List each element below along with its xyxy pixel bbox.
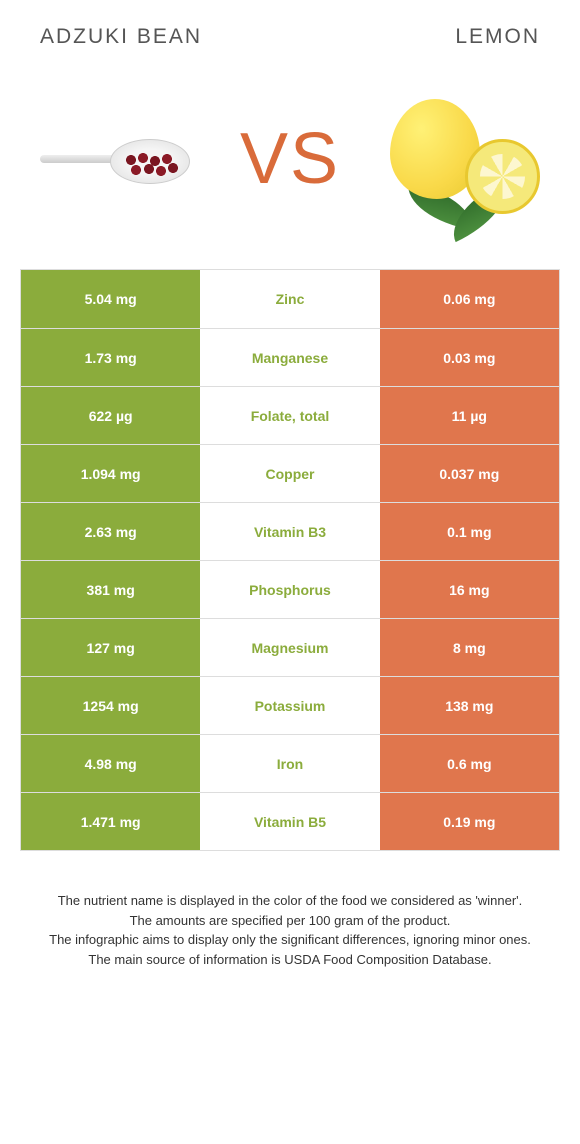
images-row: VS (0, 59, 580, 269)
table-row: 1.73 mgManganese0.03 mg (21, 328, 559, 386)
right-value: 0.037 mg (380, 445, 559, 502)
nutrient-name: Potassium (200, 677, 379, 734)
title-left: Adzuki bean (40, 25, 202, 49)
adzuki-bean-image (30, 84, 210, 234)
right-value: 0.06 mg (380, 270, 559, 328)
left-value: 4.98 mg (21, 735, 200, 792)
nutrient-name: Vitamin B3 (200, 503, 379, 560)
table-row: 127 mgMagnesium8 mg (21, 618, 559, 676)
nutrient-name: Folate, total (200, 387, 379, 444)
table-row: 4.98 mgIron0.6 mg (21, 734, 559, 792)
right-value: 0.03 mg (380, 329, 559, 386)
left-value: 2.63 mg (21, 503, 200, 560)
table-row: 1.471 mgVitamin B50.19 mg (21, 792, 559, 850)
nutrient-name: Magnesium (200, 619, 379, 676)
right-value: 11 µg (380, 387, 559, 444)
left-value: 5.04 mg (21, 270, 200, 328)
right-value: 16 mg (380, 561, 559, 618)
nutrient-name: Copper (200, 445, 379, 502)
nutrient-name: Zinc (200, 270, 379, 328)
vs-label: VS (240, 118, 340, 200)
footnote-line: The nutrient name is displayed in the co… (30, 891, 550, 911)
right-value: 8 mg (380, 619, 559, 676)
table-row: 622 µgFolate, total11 µg (21, 386, 559, 444)
header: Adzuki bean Lemon (0, 0, 580, 59)
left-value: 1.094 mg (21, 445, 200, 502)
left-value: 1.471 mg (21, 793, 200, 850)
footnote-line: The main source of information is USDA F… (30, 950, 550, 970)
nutrient-name: Phosphorus (200, 561, 379, 618)
footnote-line: The infographic aims to display only the… (30, 930, 550, 950)
right-value: 0.6 mg (380, 735, 559, 792)
table-row: 1.094 mgCopper0.037 mg (21, 444, 559, 502)
footnote-line: The amounts are specified per 100 gram o… (30, 911, 550, 931)
right-value: 0.19 mg (380, 793, 559, 850)
right-value: 0.1 mg (380, 503, 559, 560)
left-value: 381 mg (21, 561, 200, 618)
title-right: Lemon (455, 25, 540, 49)
nutrient-name: Manganese (200, 329, 379, 386)
table-row: 381 mgPhosphorus16 mg (21, 560, 559, 618)
nutrient-name: Iron (200, 735, 379, 792)
nutrient-name: Vitamin B5 (200, 793, 379, 850)
table-row: 1254 mgPotassium138 mg (21, 676, 559, 734)
table-row: 2.63 mgVitamin B30.1 mg (21, 502, 559, 560)
lemon-image (370, 84, 550, 234)
nutrient-table: 5.04 mgZinc0.06 mg1.73 mgManganese0.03 m… (20, 269, 560, 851)
left-value: 1.73 mg (21, 329, 200, 386)
table-row: 5.04 mgZinc0.06 mg (21, 270, 559, 328)
left-value: 622 µg (21, 387, 200, 444)
left-value: 127 mg (21, 619, 200, 676)
right-value: 138 mg (380, 677, 559, 734)
footnotes: The nutrient name is displayed in the co… (30, 891, 550, 969)
left-value: 1254 mg (21, 677, 200, 734)
